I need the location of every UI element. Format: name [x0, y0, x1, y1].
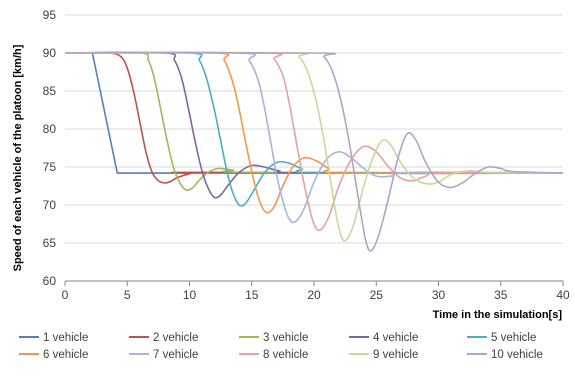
x-tick-label: 40 — [556, 288, 570, 302]
legend-label: 3 vehicle — [263, 332, 308, 344]
series-line-9 — [64, 51, 564, 242]
gridlines — [65, 14, 563, 244]
x-tick-label: 15 — [245, 288, 259, 302]
series-line-3 — [64, 51, 564, 192]
y-tick-label: 85 — [43, 84, 57, 98]
axes: 60 65 70 75 80 85 90 95 0 5 10 15 20 25 30 35 40 — [43, 8, 570, 302]
y-tick-label: 60 — [43, 274, 57, 288]
x-tick-label: 10 — [183, 288, 197, 302]
series-line-6 — [64, 51, 564, 214]
x-tick-label: 25 — [370, 288, 384, 302]
y-tick-label: 70 — [43, 198, 57, 212]
legend-label: 10 vehicle — [491, 349, 543, 361]
x-tick-label: 5 — [124, 288, 131, 302]
x-tick-label: 35 — [494, 288, 508, 302]
series-line-8 — [64, 51, 564, 232]
x-tick-label: 30 — [432, 288, 446, 302]
series-line-2 — [64, 51, 564, 184]
y-tick-label: 90 — [43, 46, 57, 60]
x-tick-label: 0 — [62, 288, 69, 302]
legend: 1 vehicle 2 vehicle 3 vehicle 4 vehicle 5 ve… — [19, 332, 543, 361]
legend-label: 4 vehicle — [373, 332, 418, 344]
legend-label: 2 vehicle — [153, 332, 198, 344]
series-line-4 — [64, 51, 564, 199]
y-tick-label: 95 — [43, 8, 57, 22]
series-line-10 — [64, 51, 564, 252]
x-tick-label: 20 — [307, 288, 321, 302]
y-tick-label: 80 — [43, 122, 57, 136]
series-line-7 — [64, 51, 564, 224]
legend-label: 8 vehicle — [263, 349, 308, 361]
series-line-1 — [65, 52, 563, 174]
legend-label: 1 vehicle — [43, 332, 88, 344]
y-axis-label: Speed of each vehicle of the platoon [km… — [12, 44, 24, 271]
legend-label: 6 vehicle — [43, 349, 88, 361]
series-lines — [64, 51, 564, 252]
legend-label: 5 vehicle — [491, 332, 536, 344]
legend-label: 9 vehicle — [373, 349, 418, 361]
y-tick-label: 65 — [43, 236, 57, 250]
legend-label: 7 vehicle — [153, 349, 198, 361]
x-axis-label: Time in the simulation[s] — [433, 309, 563, 321]
y-tick-label: 75 — [43, 160, 57, 174]
